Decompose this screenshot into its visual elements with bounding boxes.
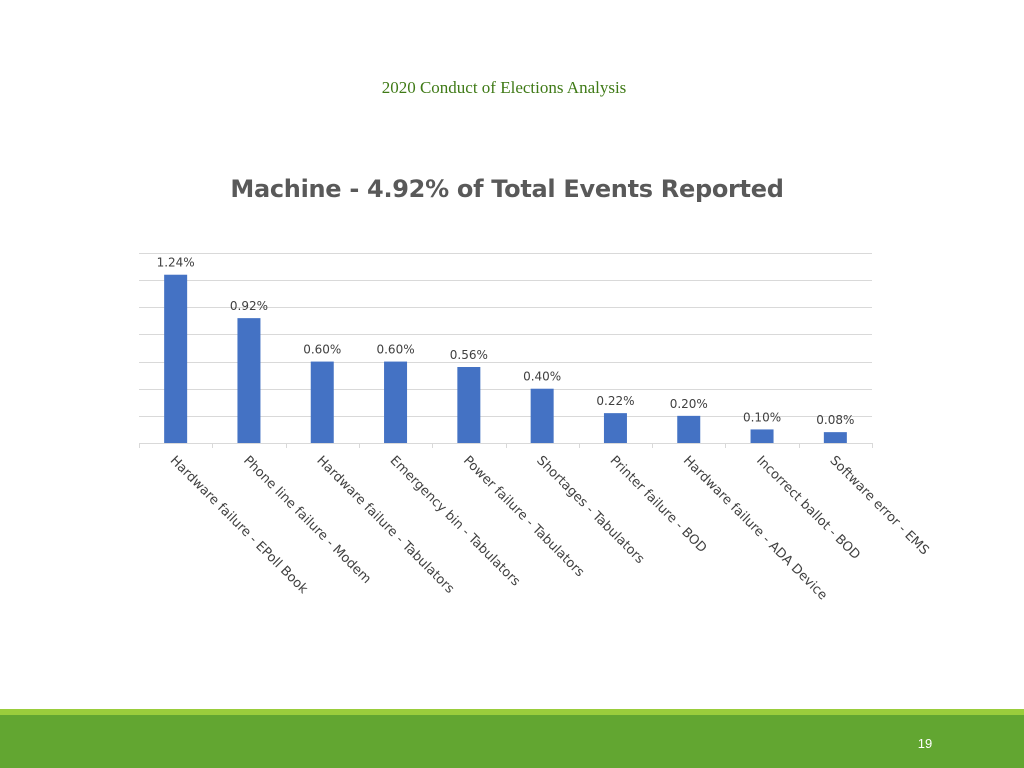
page-number: 19 <box>917 736 933 751</box>
bar <box>384 361 408 443</box>
category-label: Hardware failure - ADA Device <box>680 453 830 603</box>
data-label: 0.92% <box>230 299 268 313</box>
footer-band <box>0 715 1024 768</box>
bar <box>237 318 261 443</box>
data-label: 0.22% <box>596 394 634 408</box>
bar <box>310 361 334 443</box>
chart-title: Machine - 4.92% of Total Events Reported <box>230 175 784 203</box>
category-label: Hardware failure - Tabulators <box>313 453 457 597</box>
data-label: 0.56% <box>450 348 488 362</box>
slide-header: 2020 Conduct of Elections Analysis <box>381 78 627 97</box>
category-label: Power failure - Tabulators <box>460 453 587 580</box>
data-label: 1.24% <box>157 256 195 270</box>
data-label: 0.10% <box>743 410 781 424</box>
data-label: 0.60% <box>303 343 341 357</box>
data-label: 0.40% <box>523 370 561 384</box>
bar <box>750 429 774 443</box>
category-label: Hardware failure - EPoll Book <box>167 453 311 597</box>
category-label: Emergency bin - Tabulators <box>387 453 523 589</box>
data-label: 0.08% <box>816 413 854 427</box>
bar <box>530 388 554 443</box>
bar <box>603 413 627 443</box>
footer-stripe <box>0 709 1024 715</box>
category-label: Phone line failure - Modem <box>240 453 374 587</box>
data-label: 0.20% <box>670 397 708 411</box>
data-label: 0.60% <box>376 343 414 357</box>
bar-chart: 1.24% Hardware failure - EPoll Book 0.92% P… <box>139 253 932 603</box>
bar <box>823 432 847 443</box>
bar <box>164 274 188 443</box>
bar <box>677 415 701 443</box>
bar <box>457 367 481 443</box>
